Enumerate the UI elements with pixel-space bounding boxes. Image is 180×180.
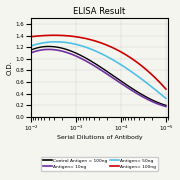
Antigen= 10ng — [111, 76, 113, 78]
Control Antigen = 100ng — [30, 49, 32, 51]
Antigen= 10ng — [153, 101, 155, 103]
Line: Antigen= 50ng: Antigen= 50ng — [31, 42, 166, 98]
Line: Control Antigen = 100ng: Control Antigen = 100ng — [31, 46, 166, 105]
Antigen= 10ng — [144, 97, 146, 99]
Antigen= 50ng — [144, 81, 146, 83]
Antigen= 10ng — [110, 76, 112, 78]
X-axis label: Serial Dilutions of Antibody: Serial Dilutions of Antibody — [57, 135, 142, 140]
Antigen= 50ng — [55, 41, 57, 43]
Legend: Control Antigen = 100ng, Antigen= 10ng, Antigen= 50ng, Antigen= 100ng: Control Antigen = 100ng, Antigen= 10ng, … — [41, 157, 158, 171]
Antigen= 10ng — [165, 105, 167, 108]
Control Antigen = 100ng — [48, 45, 50, 48]
Antigen= 50ng — [111, 58, 113, 60]
Antigen= 50ng — [153, 87, 155, 89]
Antigen= 100ng — [111, 46, 113, 48]
Antigen= 100ng — [110, 46, 112, 48]
Control Antigen = 100ng — [30, 49, 32, 51]
Control Antigen = 100ng — [110, 73, 112, 75]
Antigen= 100ng — [144, 68, 146, 70]
Antigen= 50ng — [110, 58, 112, 60]
Antigen= 100ng — [53, 34, 55, 36]
Antigen= 50ng — [30, 45, 32, 47]
Control Antigen = 100ng — [111, 73, 113, 76]
Line: Antigen= 100ng: Antigen= 100ng — [31, 35, 166, 89]
Antigen= 10ng — [30, 52, 32, 54]
Antigen= 50ng — [30, 45, 32, 47]
Line: Antigen= 10ng: Antigen= 10ng — [31, 50, 166, 107]
Control Antigen = 100ng — [113, 75, 115, 77]
Antigen= 50ng — [165, 97, 167, 100]
Antigen= 100ng — [30, 36, 32, 38]
Antigen= 10ng — [30, 52, 32, 54]
Antigen= 50ng — [113, 59, 115, 62]
Antigen= 100ng — [113, 47, 115, 49]
Antigen= 100ng — [165, 88, 167, 90]
Antigen= 10ng — [48, 48, 50, 51]
Y-axis label: O.D.: O.D. — [7, 60, 13, 75]
Control Antigen = 100ng — [165, 104, 167, 106]
Antigen= 10ng — [113, 78, 115, 80]
Title: ELISA Result: ELISA Result — [73, 7, 125, 16]
Control Antigen = 100ng — [153, 100, 155, 102]
Antigen= 100ng — [153, 75, 155, 78]
Control Antigen = 100ng — [144, 95, 146, 97]
Antigen= 100ng — [30, 36, 32, 38]
